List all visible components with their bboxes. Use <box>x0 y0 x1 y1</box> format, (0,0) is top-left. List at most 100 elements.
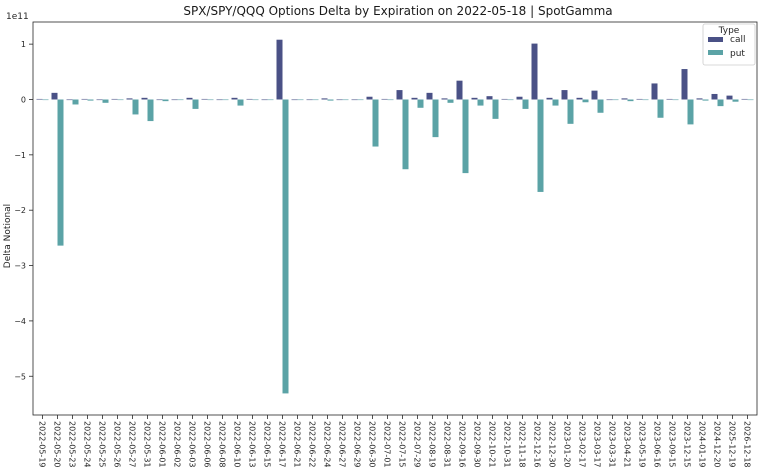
bar-call <box>726 95 733 100</box>
bar-call <box>291 99 298 101</box>
bar-call <box>336 99 343 101</box>
x-tick-label: 2023-01-20 <box>563 421 572 468</box>
bar-put <box>672 99 679 101</box>
x-tick-label: 2022-09-30 <box>473 421 482 468</box>
bar-call <box>51 92 58 100</box>
bar-put <box>372 99 379 147</box>
y-axis-title: Delta Notional <box>3 204 13 268</box>
bar-put <box>582 99 589 103</box>
bar-call <box>96 99 103 101</box>
x-tick-label: 2022-06-02 <box>173 421 182 468</box>
bar-call <box>381 98 388 100</box>
bar-put <box>237 99 244 106</box>
bar-call <box>636 98 643 100</box>
x-tick-label: 2022-07-15 <box>398 421 407 468</box>
bar-put <box>642 99 649 101</box>
bar-call <box>606 99 613 101</box>
x-tick-label: 2022-06-06 <box>203 421 212 468</box>
bar-call <box>456 80 463 100</box>
bar-put <box>522 99 529 109</box>
y-tick-label: −5 <box>14 372 26 381</box>
bar-put <box>312 99 319 101</box>
x-tick-label: 2022-05-27 <box>128 421 137 468</box>
y-tick-label: −2 <box>14 206 26 215</box>
bar-call <box>231 97 238 100</box>
bar-put <box>612 99 619 101</box>
x-tick-label: 2022-06-10 <box>233 421 242 468</box>
bar-call <box>666 98 673 100</box>
bar-put <box>132 99 139 115</box>
bar-put <box>222 99 229 101</box>
bar-call <box>501 98 508 100</box>
bar-call <box>711 93 718 100</box>
bar-put <box>717 99 724 107</box>
bar-call <box>396 90 403 100</box>
bar-put <box>327 99 334 101</box>
x-tick-label: 2022-06-15 <box>263 421 272 468</box>
legend-title: Type <box>718 26 740 36</box>
bar-put <box>492 99 499 119</box>
legend-label-put: put <box>730 49 745 59</box>
y-tick-label: −1 <box>14 151 26 160</box>
x-tick-label: 2022-06-21 <box>293 421 302 468</box>
plot-area-frame <box>32 21 758 416</box>
x-tick-label: 2022-05-20 <box>53 421 62 468</box>
legend-label-call: call <box>730 35 745 45</box>
legend-swatch-put <box>708 50 723 55</box>
bar-put <box>117 99 124 101</box>
bar-call <box>441 98 448 100</box>
bar-call <box>651 83 658 100</box>
x-tick-label: 2022-05-24 <box>83 421 92 468</box>
bar-call <box>126 98 133 100</box>
x-tick-label: 2022-05-26 <box>113 421 122 468</box>
legend-swatch-call <box>708 37 723 42</box>
bar-put <box>42 99 49 101</box>
x-tick-label: 2023-12-15 <box>683 421 692 468</box>
x-tick-label: 2022-08-31 <box>443 421 452 468</box>
y-tick-label: −3 <box>14 262 26 271</box>
bar-call <box>471 97 478 100</box>
x-tick-label: 2022-06-17 <box>278 421 287 468</box>
x-tick-label: 2024-12-20 <box>713 421 722 468</box>
x-tick-label: 2022-06-27 <box>338 421 347 468</box>
bar-put <box>477 99 484 106</box>
x-tick-label: 2022-05-31 <box>143 421 152 468</box>
bar-put <box>207 99 214 101</box>
bar-call <box>516 96 523 100</box>
x-tick-label: 2023-03-17 <box>593 421 602 468</box>
bar-call <box>81 98 88 100</box>
x-tick-label: 2022-06-01 <box>158 421 167 468</box>
x-tick-label: 2022-07-01 <box>383 421 392 468</box>
bar-put <box>507 99 514 101</box>
bar-put <box>252 99 259 101</box>
bar-put <box>417 99 424 108</box>
bar-call <box>486 96 493 100</box>
bar-put <box>702 99 709 101</box>
bar-put <box>342 99 349 101</box>
x-tick-label: 2022-10-21 <box>488 421 497 468</box>
bar-put <box>267 99 274 101</box>
legend: Type call put <box>702 23 756 66</box>
bar-call <box>171 99 178 101</box>
x-tick-label: 2023-06-16 <box>653 421 662 468</box>
bar-call <box>546 97 553 100</box>
bar-call <box>276 39 283 100</box>
x-tick-label: 2023-09-15 <box>668 421 677 468</box>
x-tick-label: 2022-06-29 <box>353 421 362 468</box>
x-tick-label: 2022-06-24 <box>323 421 332 468</box>
bar-put <box>537 99 544 192</box>
bar-put <box>732 99 739 102</box>
bar-put <box>177 99 184 101</box>
x-tick-label: 2022-06-13 <box>248 421 257 468</box>
bar-call <box>216 99 223 101</box>
bar-put <box>387 99 394 101</box>
bar-call <box>156 99 163 101</box>
bar-put <box>657 99 664 118</box>
x-tick-label: 2022-06-22 <box>308 421 317 468</box>
x-tick-label: 2022-06-08 <box>218 421 227 468</box>
bar-call <box>576 97 583 100</box>
x-tick-label: 2022-06-03 <box>188 421 197 468</box>
bar-call <box>66 99 73 101</box>
bar-put <box>627 99 634 102</box>
